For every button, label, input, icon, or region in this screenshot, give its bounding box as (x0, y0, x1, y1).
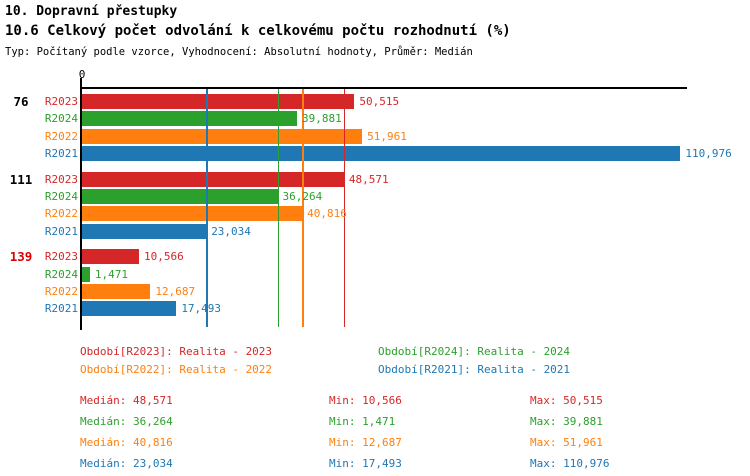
bar-row-label: R2022 (44, 129, 78, 143)
y-axis-line (80, 78, 82, 330)
bar-value-label: 40,816 (307, 207, 347, 221)
bar-r2023 (82, 94, 355, 109)
max-stat-r2022: Max: 51,961 (530, 436, 603, 449)
chart-subtitle: 10.6 Celkový počet odvolání k celkovému … (5, 23, 511, 39)
bar-value-label: 23,034 (211, 224, 251, 238)
chart-meta-info: Typ: Počítaný podle vzorce, Vyhodnocení:… (5, 46, 473, 58)
bar-row-label: R2021 (44, 224, 78, 238)
group-label: 139 (9, 249, 33, 265)
x-axis-line (82, 87, 687, 89)
legend-item-r2023: Období[R2023]: Realita - 2023 (80, 345, 273, 358)
bar-r2024 (82, 188, 278, 204)
bar-r2021 (82, 301, 177, 317)
bar-r2022 (82, 128, 363, 144)
bar-row-label: R2024 (44, 267, 78, 281)
median-stat-r2024: Medián: 36,264 (80, 415, 173, 428)
bar-value-label: 110,976 (685, 146, 732, 160)
max-stat-r2024: Max: 39,881 (530, 415, 603, 428)
bar-r2023 (82, 249, 139, 265)
bar-value-label: 48,571 (348, 172, 389, 186)
median-stat-r2022: Medián: 40,816 (80, 436, 173, 449)
bar-row-label: R2023 (44, 172, 78, 186)
bar-r2021 (82, 223, 207, 239)
legend-item-r2021: Období[R2021]: Realita - 2021 (378, 363, 571, 376)
min-stat-r2022: Min: 12,687 (329, 436, 402, 449)
bar-value-label: 51,961 (367, 129, 407, 143)
min-stat-r2021: Min: 17,493 (329, 457, 402, 470)
bar-r2023 (82, 171, 344, 187)
bar-row-label: R2022 (44, 207, 78, 221)
bar-r2024 (82, 266, 90, 282)
x-axis-zero-label: 0 (78, 68, 86, 81)
legend-item-r2022: Období[R2022]: Realita - 2022 (80, 363, 273, 376)
bar-row-label: R2023 (44, 95, 78, 108)
bar-value-label: 12,687 (155, 284, 196, 298)
median-line-r2023 (343, 89, 346, 327)
bar-row-label: R2021 (44, 146, 78, 160)
max-stat-r2021: Max: 110,976 (530, 457, 610, 470)
median-line-r2024 (277, 89, 280, 327)
bar-value-label: 1,471 (94, 267, 129, 281)
median-line-r2022 (302, 89, 304, 327)
min-stat-r2024: Min: 1,471 (329, 415, 396, 428)
bar-value-label: 36,264 (282, 189, 323, 203)
bar-r2024 (82, 111, 298, 127)
group-label: 111 (9, 171, 33, 187)
bar-r2022 (82, 206, 303, 222)
bar-row-label: R2023 (44, 250, 78, 264)
bar-r2022 (82, 283, 151, 299)
bar-value-label: 50,515 (359, 95, 400, 108)
group-label: 76 (13, 94, 29, 109)
bar-row-label: R2024 (44, 112, 78, 126)
median-stat-r2021: Medián: 23,034 (80, 457, 173, 470)
bar-row-label: R2021 (44, 302, 78, 316)
bar-value-label: 10,566 (143, 250, 184, 264)
min-stat-r2023: Min: 10,566 (329, 394, 402, 407)
bar-value-label: 39,881 (302, 112, 342, 126)
median-line-r2021 (206, 89, 208, 327)
bar-r2021 (82, 145, 681, 161)
legend-item-r2024: Období[R2024]: Realita - 2024 (378, 345, 571, 358)
bar-row-label: R2024 (44, 189, 78, 203)
median-stat-r2023: Medián: 48,571 (80, 394, 173, 407)
bar-row-label: R2022 (44, 284, 78, 298)
bar-value-label: 17,493 (181, 302, 222, 316)
page-title: 10. Dopravní přestupky (5, 4, 178, 19)
max-stat-r2023: Max: 50,515 (530, 394, 603, 407)
